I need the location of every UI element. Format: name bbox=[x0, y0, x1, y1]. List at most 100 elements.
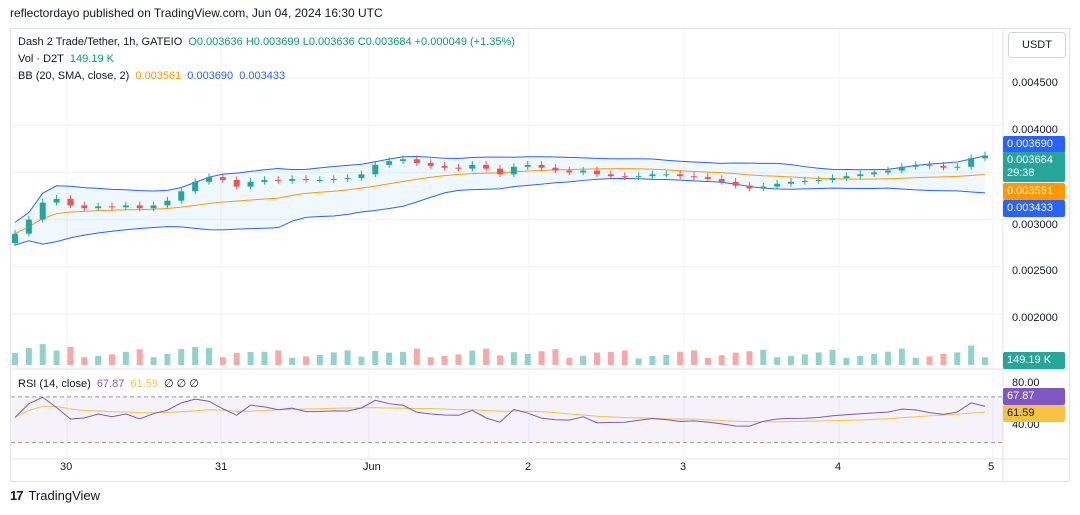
candle-body bbox=[829, 178, 836, 180]
volume-bar bbox=[510, 352, 517, 365]
time-tick: 30 bbox=[60, 461, 73, 473]
candle-body bbox=[704, 177, 711, 180]
rsi-ma-line bbox=[14, 405, 986, 423]
candle-body bbox=[164, 200, 171, 206]
bb-basis-value: 0.003561 bbox=[135, 70, 182, 82]
publish-info: reflectordayo published on TradingView.c… bbox=[10, 6, 383, 20]
volume-bar bbox=[704, 357, 711, 365]
bb-upper-price-label: 0.003690 bbox=[1003, 136, 1065, 153]
candle-body bbox=[303, 179, 309, 181]
chart-pane[interactable] bbox=[10, 28, 1070, 482]
volume-bar bbox=[580, 355, 587, 365]
footer-brand[interactable]: 17 TradingView bbox=[10, 488, 100, 503]
volume-bar bbox=[136, 349, 143, 365]
volume-bar bbox=[400, 351, 406, 365]
candle-body bbox=[607, 174, 614, 177]
candle-body bbox=[566, 170, 573, 173]
volume-bar bbox=[815, 352, 822, 365]
candle-body bbox=[427, 163, 434, 166]
volume-bar bbox=[677, 351, 684, 365]
volume-bar bbox=[164, 354, 171, 365]
rsi-line bbox=[14, 396, 986, 427]
candle-body bbox=[774, 183, 781, 187]
volume-bar bbox=[95, 355, 102, 365]
candle-body bbox=[67, 198, 74, 206]
symbol-title[interactable]: Dash 2 Trade/Tether, 1h, GATEIO bbox=[18, 36, 183, 48]
candle-body bbox=[649, 174, 656, 177]
volume-bar bbox=[497, 355, 503, 365]
bb-label[interactable]: BB (20, SMA, close, 2) bbox=[18, 70, 130, 82]
chart-canvas[interactable] bbox=[11, 29, 1069, 481]
volume-bar bbox=[247, 352, 254, 365]
volume-bar bbox=[774, 357, 781, 365]
candle-body bbox=[982, 155, 988, 159]
ohlc-values: O0.003636 H0.003699 L0.003636 C0.003684 … bbox=[188, 36, 515, 48]
candle-body bbox=[206, 177, 212, 182]
volume-label[interactable]: Vol · D2T bbox=[18, 53, 64, 65]
volume-bar bbox=[691, 350, 697, 365]
volume-bar bbox=[760, 349, 767, 365]
volume-bar bbox=[649, 355, 656, 365]
volume-bar bbox=[801, 354, 808, 365]
candle-body bbox=[732, 181, 739, 186]
candle-body bbox=[815, 179, 822, 181]
candle-body bbox=[192, 181, 199, 192]
candle-body bbox=[81, 205, 88, 209]
volume-bar bbox=[912, 357, 919, 365]
volume-bar bbox=[81, 357, 88, 365]
volume-bar bbox=[552, 349, 559, 365]
volume-bar bbox=[566, 357, 573, 365]
volume-bar bbox=[788, 355, 794, 365]
rsi-label[interactable]: RSI (14, close) bbox=[18, 378, 91, 390]
candle-body bbox=[344, 178, 351, 180]
bb-lower-price-label: 0.003433 bbox=[1003, 200, 1065, 217]
volume-bar bbox=[732, 352, 739, 365]
candle-body bbox=[53, 198, 60, 203]
volume-bar bbox=[53, 350, 60, 365]
candle-body bbox=[954, 166, 961, 168]
currency-button[interactable]: USDT bbox=[1008, 32, 1066, 58]
bar-countdown: 29:38 bbox=[1007, 167, 1035, 179]
volume-bar bbox=[233, 352, 240, 365]
candle-body bbox=[926, 164, 933, 166]
candle-body bbox=[178, 191, 185, 201]
volume-bar bbox=[261, 351, 268, 365]
rsi-value: 67.87 bbox=[96, 378, 125, 390]
volume-bar bbox=[122, 351, 129, 365]
candle-body bbox=[455, 167, 462, 169]
rsi-ma-value: 61.59 bbox=[130, 378, 158, 390]
volume-bar bbox=[39, 344, 46, 365]
bb-basis-price-label: 0.003561 bbox=[1003, 183, 1065, 200]
candle-body bbox=[524, 164, 531, 167]
candle-body bbox=[219, 177, 226, 180]
price-tick: 0.004000 bbox=[1012, 124, 1058, 136]
candle-body bbox=[136, 205, 143, 209]
candle-body bbox=[25, 219, 32, 234]
volume-bar bbox=[954, 352, 961, 365]
candle-body bbox=[912, 164, 919, 167]
candle-body bbox=[372, 164, 379, 175]
legend-bb-row: BB (20, SMA, close, 2) 0.003561 0.003690… bbox=[18, 70, 288, 82]
brand-name: TradingView bbox=[28, 488, 101, 503]
candle-body bbox=[413, 159, 420, 163]
volume-bar bbox=[455, 354, 462, 365]
volume-bar bbox=[275, 350, 282, 365]
volume-bar bbox=[358, 356, 365, 365]
candle-body bbox=[358, 174, 365, 179]
volume-bar bbox=[538, 351, 545, 365]
volume-bar bbox=[926, 356, 933, 365]
candle-body bbox=[497, 168, 503, 175]
candle-body bbox=[510, 166, 517, 175]
volume-bar bbox=[524, 353, 531, 365]
volume-bar bbox=[109, 354, 115, 365]
volume-bar bbox=[885, 351, 891, 365]
last-price-label: 0.003684 29:38 bbox=[1003, 152, 1065, 182]
volume-bar bbox=[219, 357, 226, 365]
rsi-pane bbox=[11, 396, 1003, 444]
volume-bar bbox=[621, 350, 628, 365]
volume-bar bbox=[386, 352, 393, 365]
candle-body bbox=[801, 180, 808, 182]
volume-bar bbox=[12, 353, 18, 365]
volume-bar bbox=[829, 349, 836, 365]
volume-bar bbox=[718, 355, 725, 365]
